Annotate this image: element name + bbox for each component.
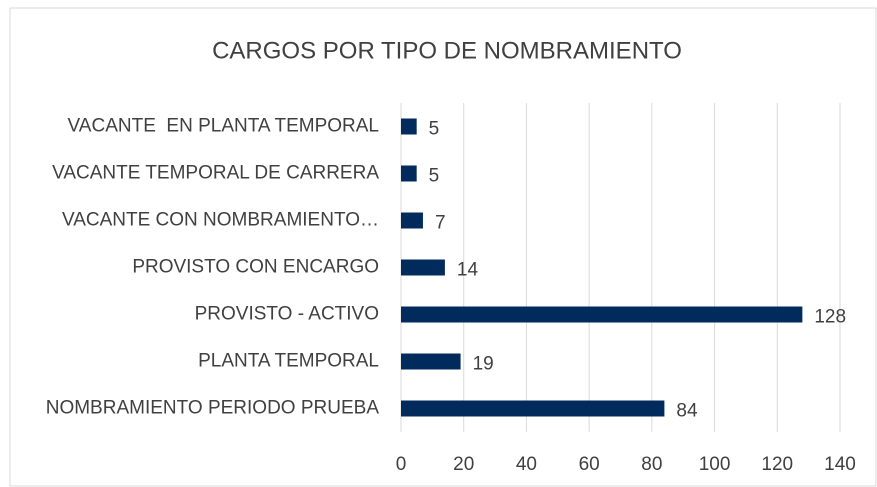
y-tick-label: PROVISTO CON ENCARGO	[132, 257, 379, 278]
x-tick-label: 40	[516, 454, 537, 475]
y-tick-label: VACANTE CON NOMBRAMIENTO…	[62, 210, 379, 231]
x-tick-label: 0	[396, 454, 407, 475]
data-label: 5	[429, 119, 440, 140]
y-tick-label: PLANTA TEMPORAL	[198, 351, 379, 372]
data-label: 7	[435, 213, 446, 234]
y-tick-label: VACANTE EN PLANTA TEMPORAL	[68, 116, 379, 137]
x-tick-label: 80	[641, 454, 662, 475]
x-tick-label: 60	[579, 454, 600, 475]
bar	[401, 118, 417, 135]
y-tick-label: PROVISTO - ACTIVO	[195, 304, 379, 325]
bar	[401, 165, 417, 182]
data-label: 128	[814, 307, 846, 328]
y-tick-label: VACANTE TEMPORAL DE CARRERA	[52, 163, 379, 184]
y-tick-label: NOMBRAMIENTO PERIODO PRUEBA	[46, 398, 380, 419]
bar	[401, 212, 423, 229]
x-tick-label: 140	[824, 454, 856, 475]
x-tick-label: 20	[453, 454, 474, 475]
data-label: 84	[676, 401, 698, 422]
chart-title: CARGOS POR TIPO DE NOMBRAMIENTO	[212, 37, 682, 64]
bar	[401, 306, 803, 323]
x-tick-label: 100	[699, 454, 731, 475]
bar	[401, 259, 445, 276]
data-label: 5	[429, 166, 440, 187]
data-label: 14	[457, 260, 479, 281]
x-tick-label: 120	[761, 454, 793, 475]
data-label: 19	[473, 354, 494, 375]
bar	[401, 353, 461, 370]
bar	[401, 400, 665, 417]
